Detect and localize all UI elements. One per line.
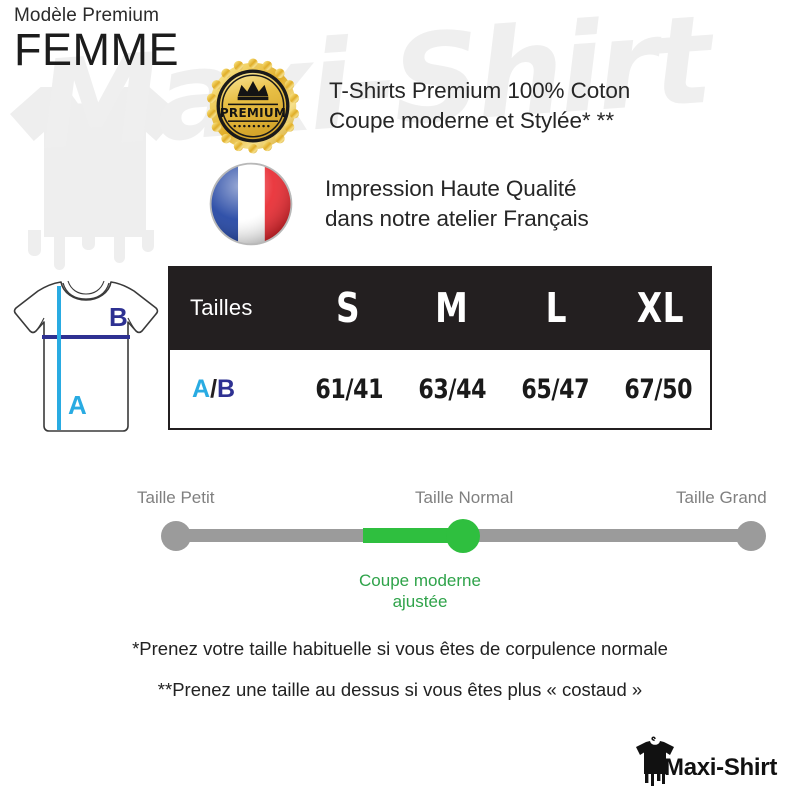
fit-slider[interactable]: Taille Petit Taille Normal Taille Grand … (0, 488, 800, 618)
french-flag-icon (205, 158, 297, 250)
brand-shirt-icon (632, 736, 678, 788)
fit-slider-endpoint-right[interactable] (736, 521, 766, 551)
svg-text:PREMIUM: PREMIUM (220, 106, 286, 120)
size-header-text: S (335, 284, 361, 332)
claim-premium-line1: T-Shirts Premium 100% Coton (329, 78, 631, 104)
fit-slider-handle[interactable] (446, 519, 480, 553)
footnotes: *Prenez votre taille habituelle si vous … (0, 638, 800, 700)
fit-slider-fill (363, 528, 463, 543)
size-value-s: 61/41 (297, 350, 400, 428)
size-table-header-s: S (296, 266, 400, 350)
page-subtitle: Modèle Premium (14, 5, 160, 26)
page-title: FEMME (14, 23, 179, 75)
measure-label-a: A (192, 374, 211, 403)
measure-label-b: B (217, 374, 236, 403)
fit-slider-label-normal: Taille Normal (415, 488, 514, 507)
watermark-shirt-icon (10, 87, 180, 237)
size-value-text: 61/41 (314, 373, 383, 405)
claim-french-print-line2: dans notre atelier Français (325, 206, 589, 231)
brand-name: Maxi-Shirt (664, 754, 778, 781)
claim-french-print-text: Impression Haute Qualité dans notre atel… (325, 174, 589, 234)
fit-slider-label-large: Taille Grand (676, 488, 767, 507)
size-table-measure-label: A/B (170, 350, 297, 428)
size-value-text: 63/44 (418, 373, 486, 405)
size-table-header-m: M (400, 266, 504, 350)
fit-slider-caption: Coupe moderne ajustée (330, 570, 510, 613)
size-value-xl: 67/50 (607, 350, 710, 428)
size-value-l: 65/47 (504, 350, 607, 428)
brand-logo: Maxi-Shirt (632, 736, 777, 788)
size-value-text: 65/47 (521, 373, 590, 405)
size-header-text: XL (636, 284, 684, 332)
fit-slider-label-small: Taille Petit (137, 488, 215, 507)
measure-label-slash: / (210, 374, 218, 403)
footnote-1: *Prenez votre taille habituelle si vous … (132, 638, 668, 659)
fit-slider-caption-line1: Coupe moderne (359, 571, 481, 590)
size-table-row-label: Tailles (190, 295, 253, 320)
premium-seal-icon: PREMIUM (205, 58, 301, 154)
page-title-group: Modèle Premium FEMME (14, 6, 179, 72)
size-table-value-row: A/B 61/41 63/44 65/47 67/50 (168, 350, 712, 430)
size-value-text: 67/50 (624, 373, 693, 405)
fit-slider-endpoint-left[interactable] (161, 521, 191, 551)
size-table-header-label: Tailles (168, 266, 296, 350)
size-header-text: L (545, 284, 567, 332)
claim-premium: PREMIUM T-Shirts Premium 100% Coton Coup… (205, 58, 630, 154)
fit-slider-caption-line2: ajustée (392, 592, 448, 612)
footnote-2: **Prenez une taille au dessus si vous êt… (157, 678, 643, 700)
size-table-header-l: L (504, 266, 608, 350)
size-header-text: M (435, 284, 469, 332)
claim-french-print-line1: Impression Haute Qualité (325, 176, 577, 202)
measure-label-group: A/B (192, 375, 235, 404)
size-table-header-row: Tailles S M L XL (168, 266, 712, 350)
tshirt-measurement-diagram: A B (6, 268, 166, 440)
size-value-m: 63/44 (400, 350, 503, 428)
size-table: Tailles S M L XL A/B 61/41 63/44 (168, 266, 712, 430)
size-table-header-xl: XL (608, 266, 712, 350)
diagram-label-a: A (68, 390, 87, 420)
claim-french-print: Impression Haute Qualité dans notre atel… (205, 158, 589, 250)
claim-premium-line2: Coupe moderne et Stylée* ** (329, 108, 614, 133)
claim-premium-text: T-Shirts Premium 100% Coton Coupe modern… (329, 76, 630, 136)
diagram-label-b: B (109, 302, 128, 332)
